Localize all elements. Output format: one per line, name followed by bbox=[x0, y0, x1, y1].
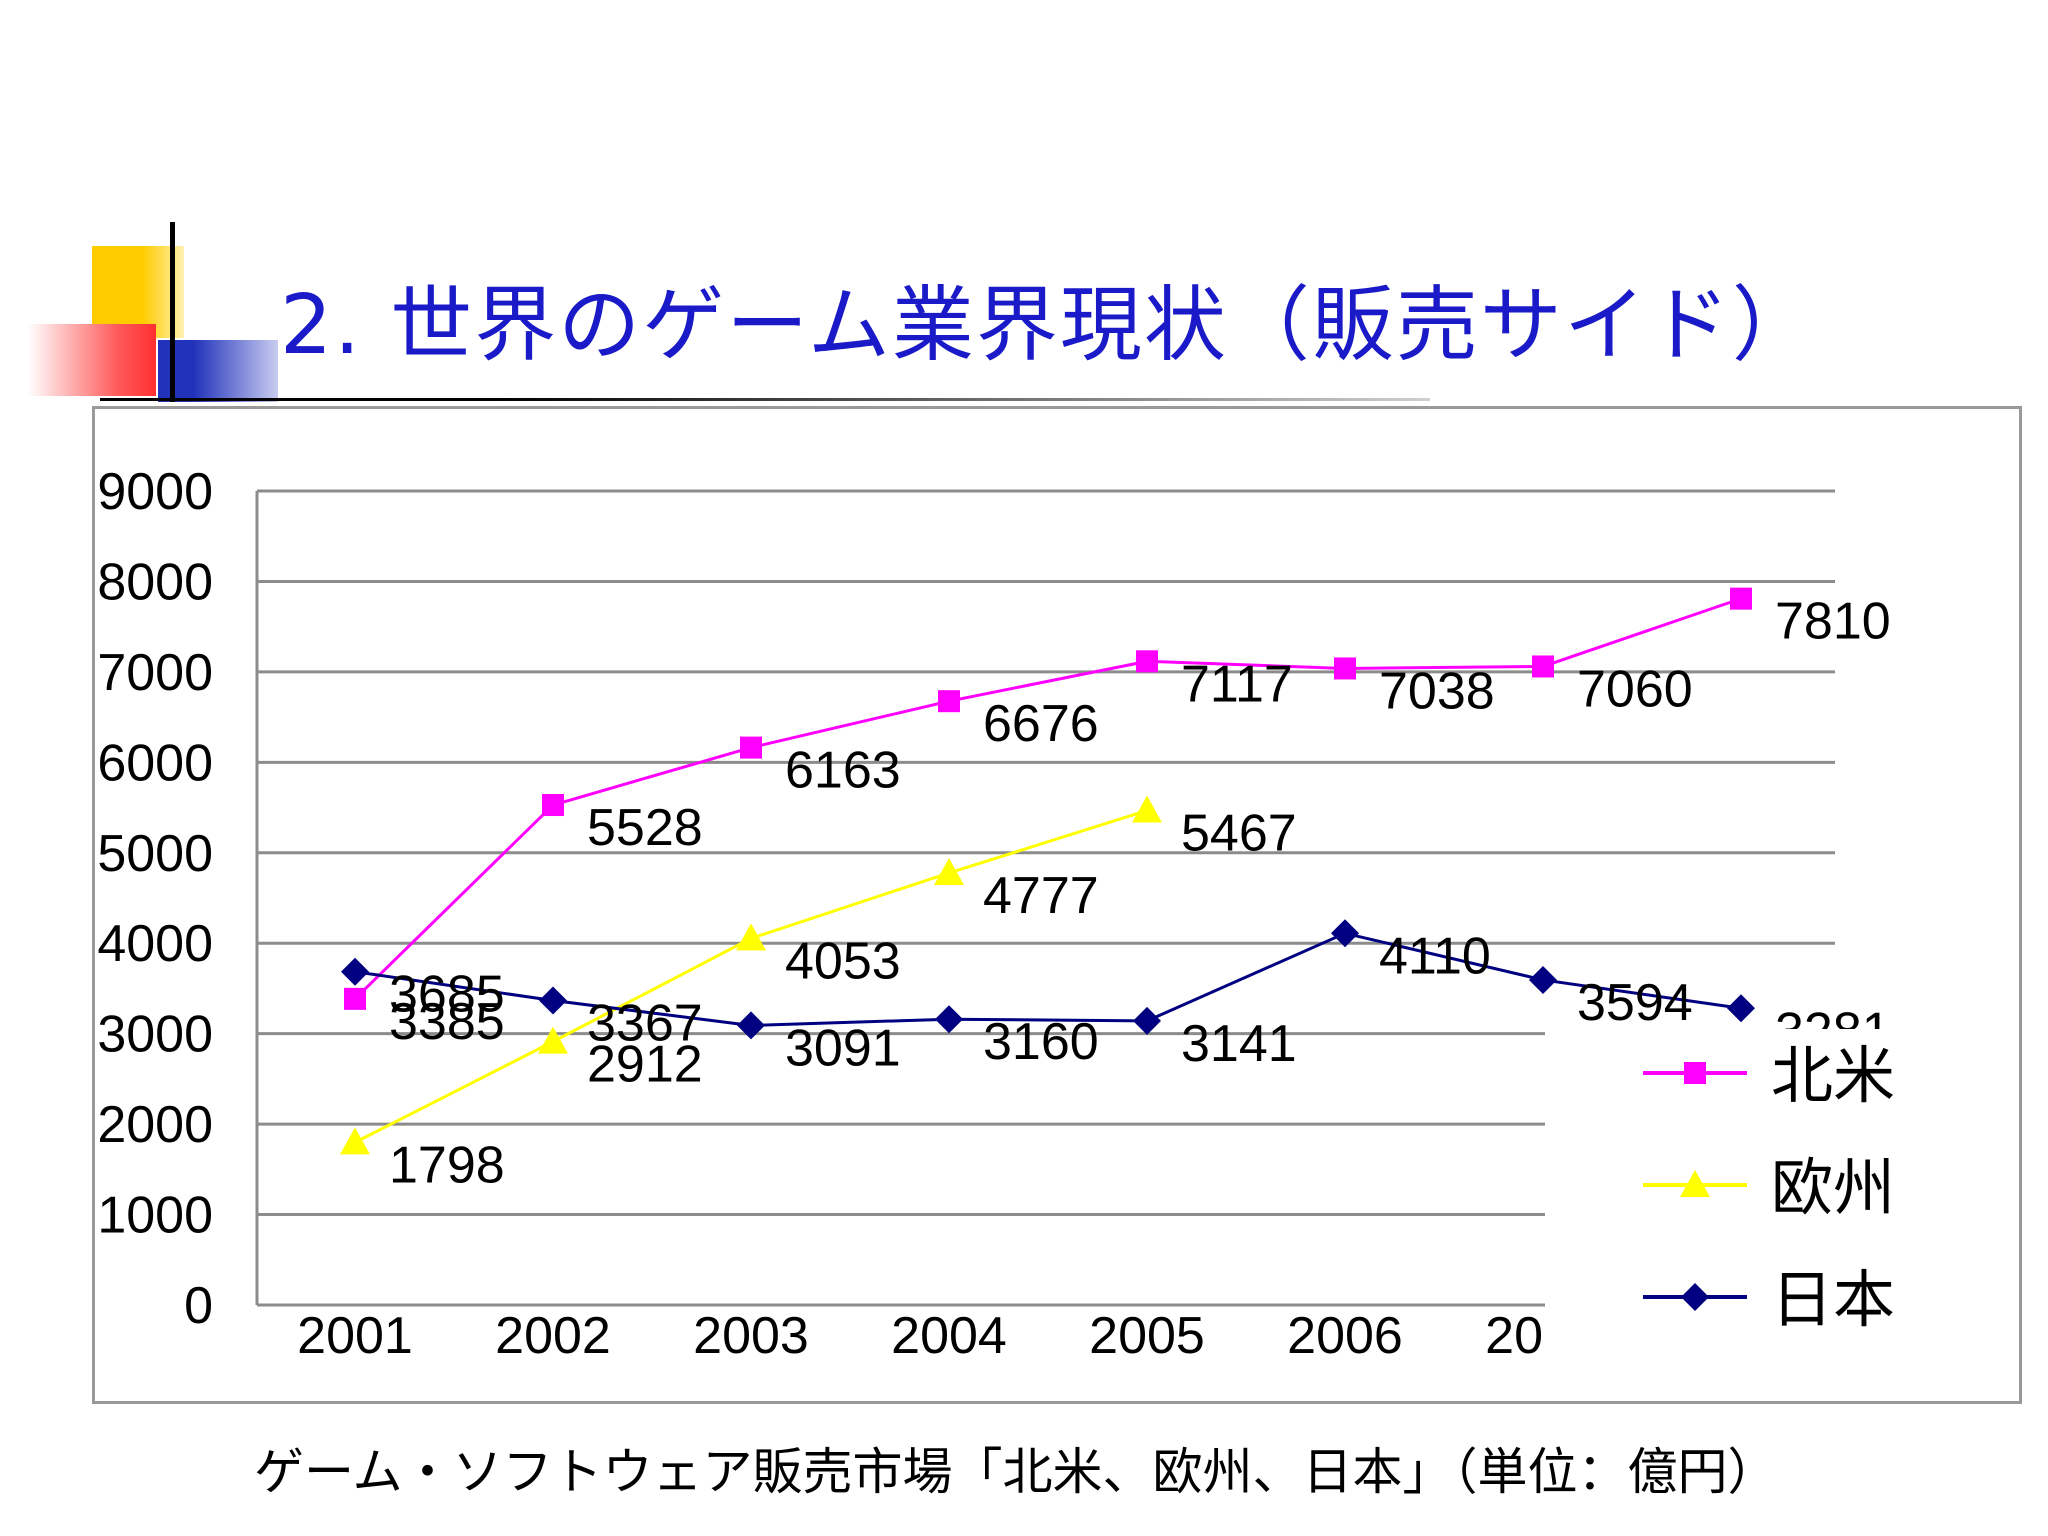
data-point-marker bbox=[1133, 1006, 1161, 1035]
data-point-marker bbox=[1727, 994, 1755, 1023]
data-label: 3385 bbox=[389, 993, 505, 1051]
x-tick-label: 2004 bbox=[891, 1307, 1007, 1365]
data-label: 3594 bbox=[1577, 974, 1693, 1032]
data-point-marker bbox=[1132, 795, 1162, 823]
data-point-marker bbox=[341, 957, 369, 986]
x-tick-label: 2003 bbox=[693, 1307, 809, 1365]
data-label: 3141 bbox=[1181, 1015, 1297, 1073]
x-tick-label: 2006 bbox=[1287, 1307, 1403, 1365]
series-line-2 bbox=[354, 931, 1742, 1027]
data-point-marker bbox=[737, 1011, 765, 1040]
data-point-marker bbox=[1532, 655, 1554, 678]
data-point-marker bbox=[539, 986, 567, 1015]
data-point-marker bbox=[538, 1026, 568, 1054]
y-tick-label: 2000 bbox=[97, 1096, 213, 1154]
x-tick-label: 2001 bbox=[297, 1307, 413, 1365]
line-chart: 0 1000 2000 3000 4000 5000 6000 7000 8000 9000 200… bbox=[97, 463, 2015, 1389]
data-label: 6163 bbox=[785, 742, 901, 800]
title-underline bbox=[100, 398, 1430, 401]
data-label: 5467 bbox=[1181, 805, 1297, 863]
data-point-marker bbox=[934, 857, 964, 885]
data-point-marker bbox=[736, 923, 766, 951]
slide-title: 2. 世界のゲーム業界現状（販売サイド） bbox=[280, 278, 1816, 373]
data-label: 7117 bbox=[1181, 655, 1293, 713]
y-tick-label: 7000 bbox=[97, 644, 213, 702]
data-point-marker bbox=[1136, 650, 1158, 673]
legend-marker-1 bbox=[1680, 1170, 1710, 1197]
data-point-marker bbox=[542, 794, 564, 817]
title-decoration-vertical-line bbox=[170, 222, 175, 402]
y-tick-label: 1000 bbox=[97, 1187, 213, 1245]
data-label: 7060 bbox=[1577, 660, 1693, 718]
data-point-marker bbox=[1334, 657, 1356, 680]
y-tick-label: 4000 bbox=[97, 915, 213, 973]
y-tick-label: 3000 bbox=[97, 1006, 213, 1064]
y-tick-label: 0 bbox=[184, 1277, 213, 1335]
legend-label-0: 北米 bbox=[1771, 1039, 1895, 1112]
x-tick-label: 2002 bbox=[495, 1307, 611, 1365]
data-label: 1798 bbox=[389, 1136, 505, 1194]
title-decoration-yellow-square bbox=[92, 246, 184, 338]
legend-marker-0 bbox=[1684, 1062, 1706, 1084]
series-line-0 bbox=[353, 597, 1742, 1000]
x-tick-label: 2005 bbox=[1089, 1307, 1205, 1365]
data-point-marker bbox=[340, 1127, 370, 1155]
data-point-marker bbox=[1529, 965, 1557, 994]
data-label: 6676 bbox=[983, 695, 1099, 753]
data-label: 3685 bbox=[389, 966, 505, 1024]
data-point-marker bbox=[1331, 919, 1359, 948]
legend-label-2: 日本 bbox=[1771, 1263, 1895, 1336]
data-label: 4053 bbox=[785, 932, 901, 990]
data-label: 7038 bbox=[1379, 662, 1495, 720]
data-label: 5528 bbox=[587, 799, 703, 857]
y-tick-label: 8000 bbox=[97, 553, 213, 611]
data-point-marker bbox=[344, 987, 366, 1010]
chart-caption: ゲーム・ソフトウェア販売市場「北米、欧州、日本」（単位：億円） bbox=[254, 1443, 1778, 1501]
data-label: 4777 bbox=[983, 867, 1099, 925]
data-point-marker bbox=[740, 736, 762, 759]
title-decoration-red-bar bbox=[28, 324, 156, 396]
data-label: 7810 bbox=[1775, 593, 1891, 651]
y-tick-label: 6000 bbox=[97, 734, 213, 792]
legend-label-1: 欧州 bbox=[1771, 1151, 1895, 1224]
data-label: 2912 bbox=[587, 1036, 703, 1094]
data-point-marker bbox=[1730, 587, 1752, 610]
legend-marker-2 bbox=[1681, 1283, 1709, 1311]
data-label: 3160 bbox=[983, 1013, 1099, 1071]
data-point-marker bbox=[938, 690, 960, 713]
y-tick-label: 5000 bbox=[97, 825, 213, 883]
data-label: 4110 bbox=[1379, 927, 1491, 985]
y-tick-label: 9000 bbox=[97, 463, 213, 521]
legend-box bbox=[1545, 1029, 2015, 1389]
data-label: 3367 bbox=[587, 994, 703, 1052]
chart-frame: 0 1000 2000 3000 4000 5000 6000 7000 8000 9000 200… bbox=[92, 406, 2022, 1404]
title-decoration-blue-bar bbox=[158, 340, 278, 402]
data-point-marker bbox=[935, 1005, 963, 1034]
data-label: 3091 bbox=[785, 1019, 901, 1077]
